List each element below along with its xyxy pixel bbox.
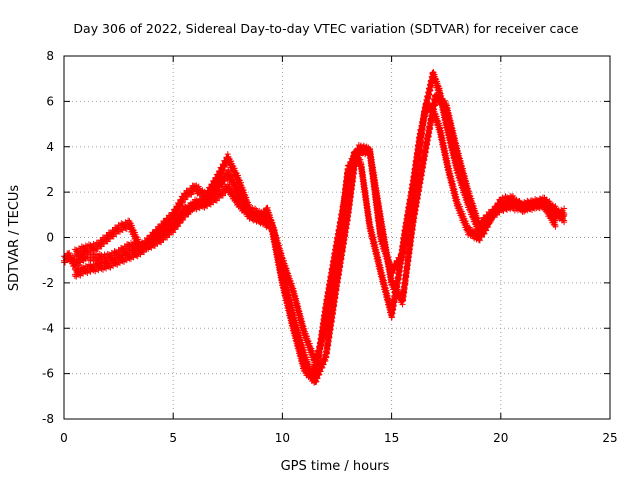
data-point — [461, 219, 468, 226]
chart-title: Day 306 of 2022, Sidereal Day-to-day VTE… — [73, 21, 578, 36]
data-point — [455, 204, 462, 211]
data-point — [81, 255, 88, 262]
data-points — [61, 69, 568, 386]
data-point — [458, 212, 465, 219]
data-point — [478, 234, 485, 241]
data-point — [434, 121, 441, 128]
data-point — [463, 226, 470, 233]
data-point — [221, 178, 228, 185]
data-point — [561, 219, 568, 226]
data-point — [476, 237, 483, 244]
